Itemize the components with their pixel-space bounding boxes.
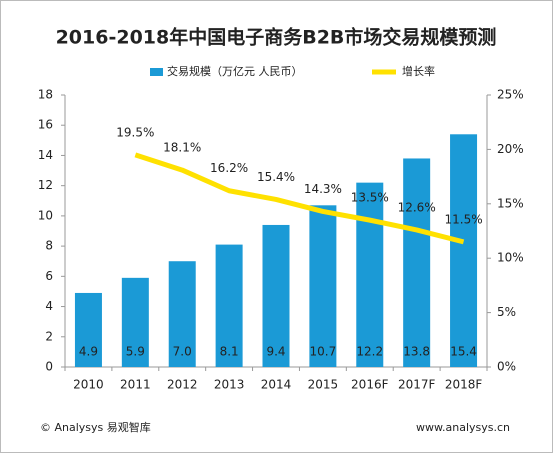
x-tick-label: 2014 [261, 378, 292, 392]
line-value-label: 18.1% [163, 141, 201, 155]
chart-title: 2016-2018年中国电子商务B2B市场交易规模预测 [56, 26, 497, 49]
y2-tick-label: 0% [497, 360, 516, 374]
bar [309, 205, 337, 367]
y-tick-label: 12 [38, 178, 53, 192]
x-tick-label: 2011 [120, 378, 151, 392]
line-value-label: 13.5% [351, 191, 389, 205]
y2-tick-label: 5% [497, 305, 516, 319]
source: © Analysys 易观智库 [40, 420, 151, 434]
y-tick-label: 14 [38, 148, 53, 162]
bar-value-label: 10.7 [310, 345, 337, 359]
bar-value-label: 5.9 [126, 345, 145, 359]
x-tick-label: 2017F [398, 378, 436, 392]
bar [403, 158, 431, 367]
bar [74, 292, 102, 367]
bar [215, 244, 243, 367]
bar [450, 134, 478, 367]
y-tick-label: 2 [45, 329, 53, 343]
bar-value-label: 12.2 [356, 345, 383, 359]
y-tick-label: 0 [45, 360, 53, 374]
x-tick-label: 2010 [73, 378, 104, 392]
x-tick-label: 2012 [167, 378, 198, 392]
bar-value-label: 15.4 [450, 345, 477, 359]
y2-tick-label: 15% [497, 196, 524, 210]
x-tick-label: 2015 [308, 378, 339, 392]
y-tick-label: 16 [38, 118, 53, 132]
legend-label: 交易规模（万亿元 人民币） [167, 64, 303, 78]
y-tick-label: 4 [45, 299, 53, 313]
x-tick-label: 2016F [351, 378, 389, 392]
y2-tick-label: 10% [497, 251, 524, 265]
bar-value-label: 4.9 [79, 345, 98, 359]
bar [356, 182, 384, 367]
y-tick-label: 8 [45, 239, 53, 253]
line-value-label: 16.2% [210, 161, 248, 175]
legend-label: 增长率 [402, 64, 435, 78]
bar-value-label: 8.1 [220, 345, 239, 359]
line-value-label: 19.5% [116, 125, 154, 139]
line-value-label: 12.6% [398, 200, 436, 214]
line-value-label: 11.5% [444, 212, 482, 226]
y-tick-label: 6 [45, 269, 53, 283]
y-tick-label: 18 [38, 88, 53, 102]
line-value-label: 15.4% [257, 170, 295, 184]
line-value-label: 14.3% [304, 182, 342, 196]
bar-value-label: 7.0 [173, 345, 192, 359]
y-tick-label: 10 [38, 208, 53, 222]
bar [121, 277, 149, 367]
bar-value-label: 13.8 [403, 345, 430, 359]
bar [168, 261, 196, 367]
y2-tick-label: 20% [497, 142, 524, 156]
x-tick-label: 2018F [445, 378, 483, 392]
website: www.analysys.cn [416, 421, 510, 434]
bar [262, 224, 290, 367]
line [134, 152, 465, 245]
y2-tick-label: 25% [497, 88, 524, 102]
legend-swatch [150, 68, 163, 76]
x-tick-label: 2013 [214, 378, 245, 392]
bar-value-label: 9.4 [266, 345, 285, 359]
